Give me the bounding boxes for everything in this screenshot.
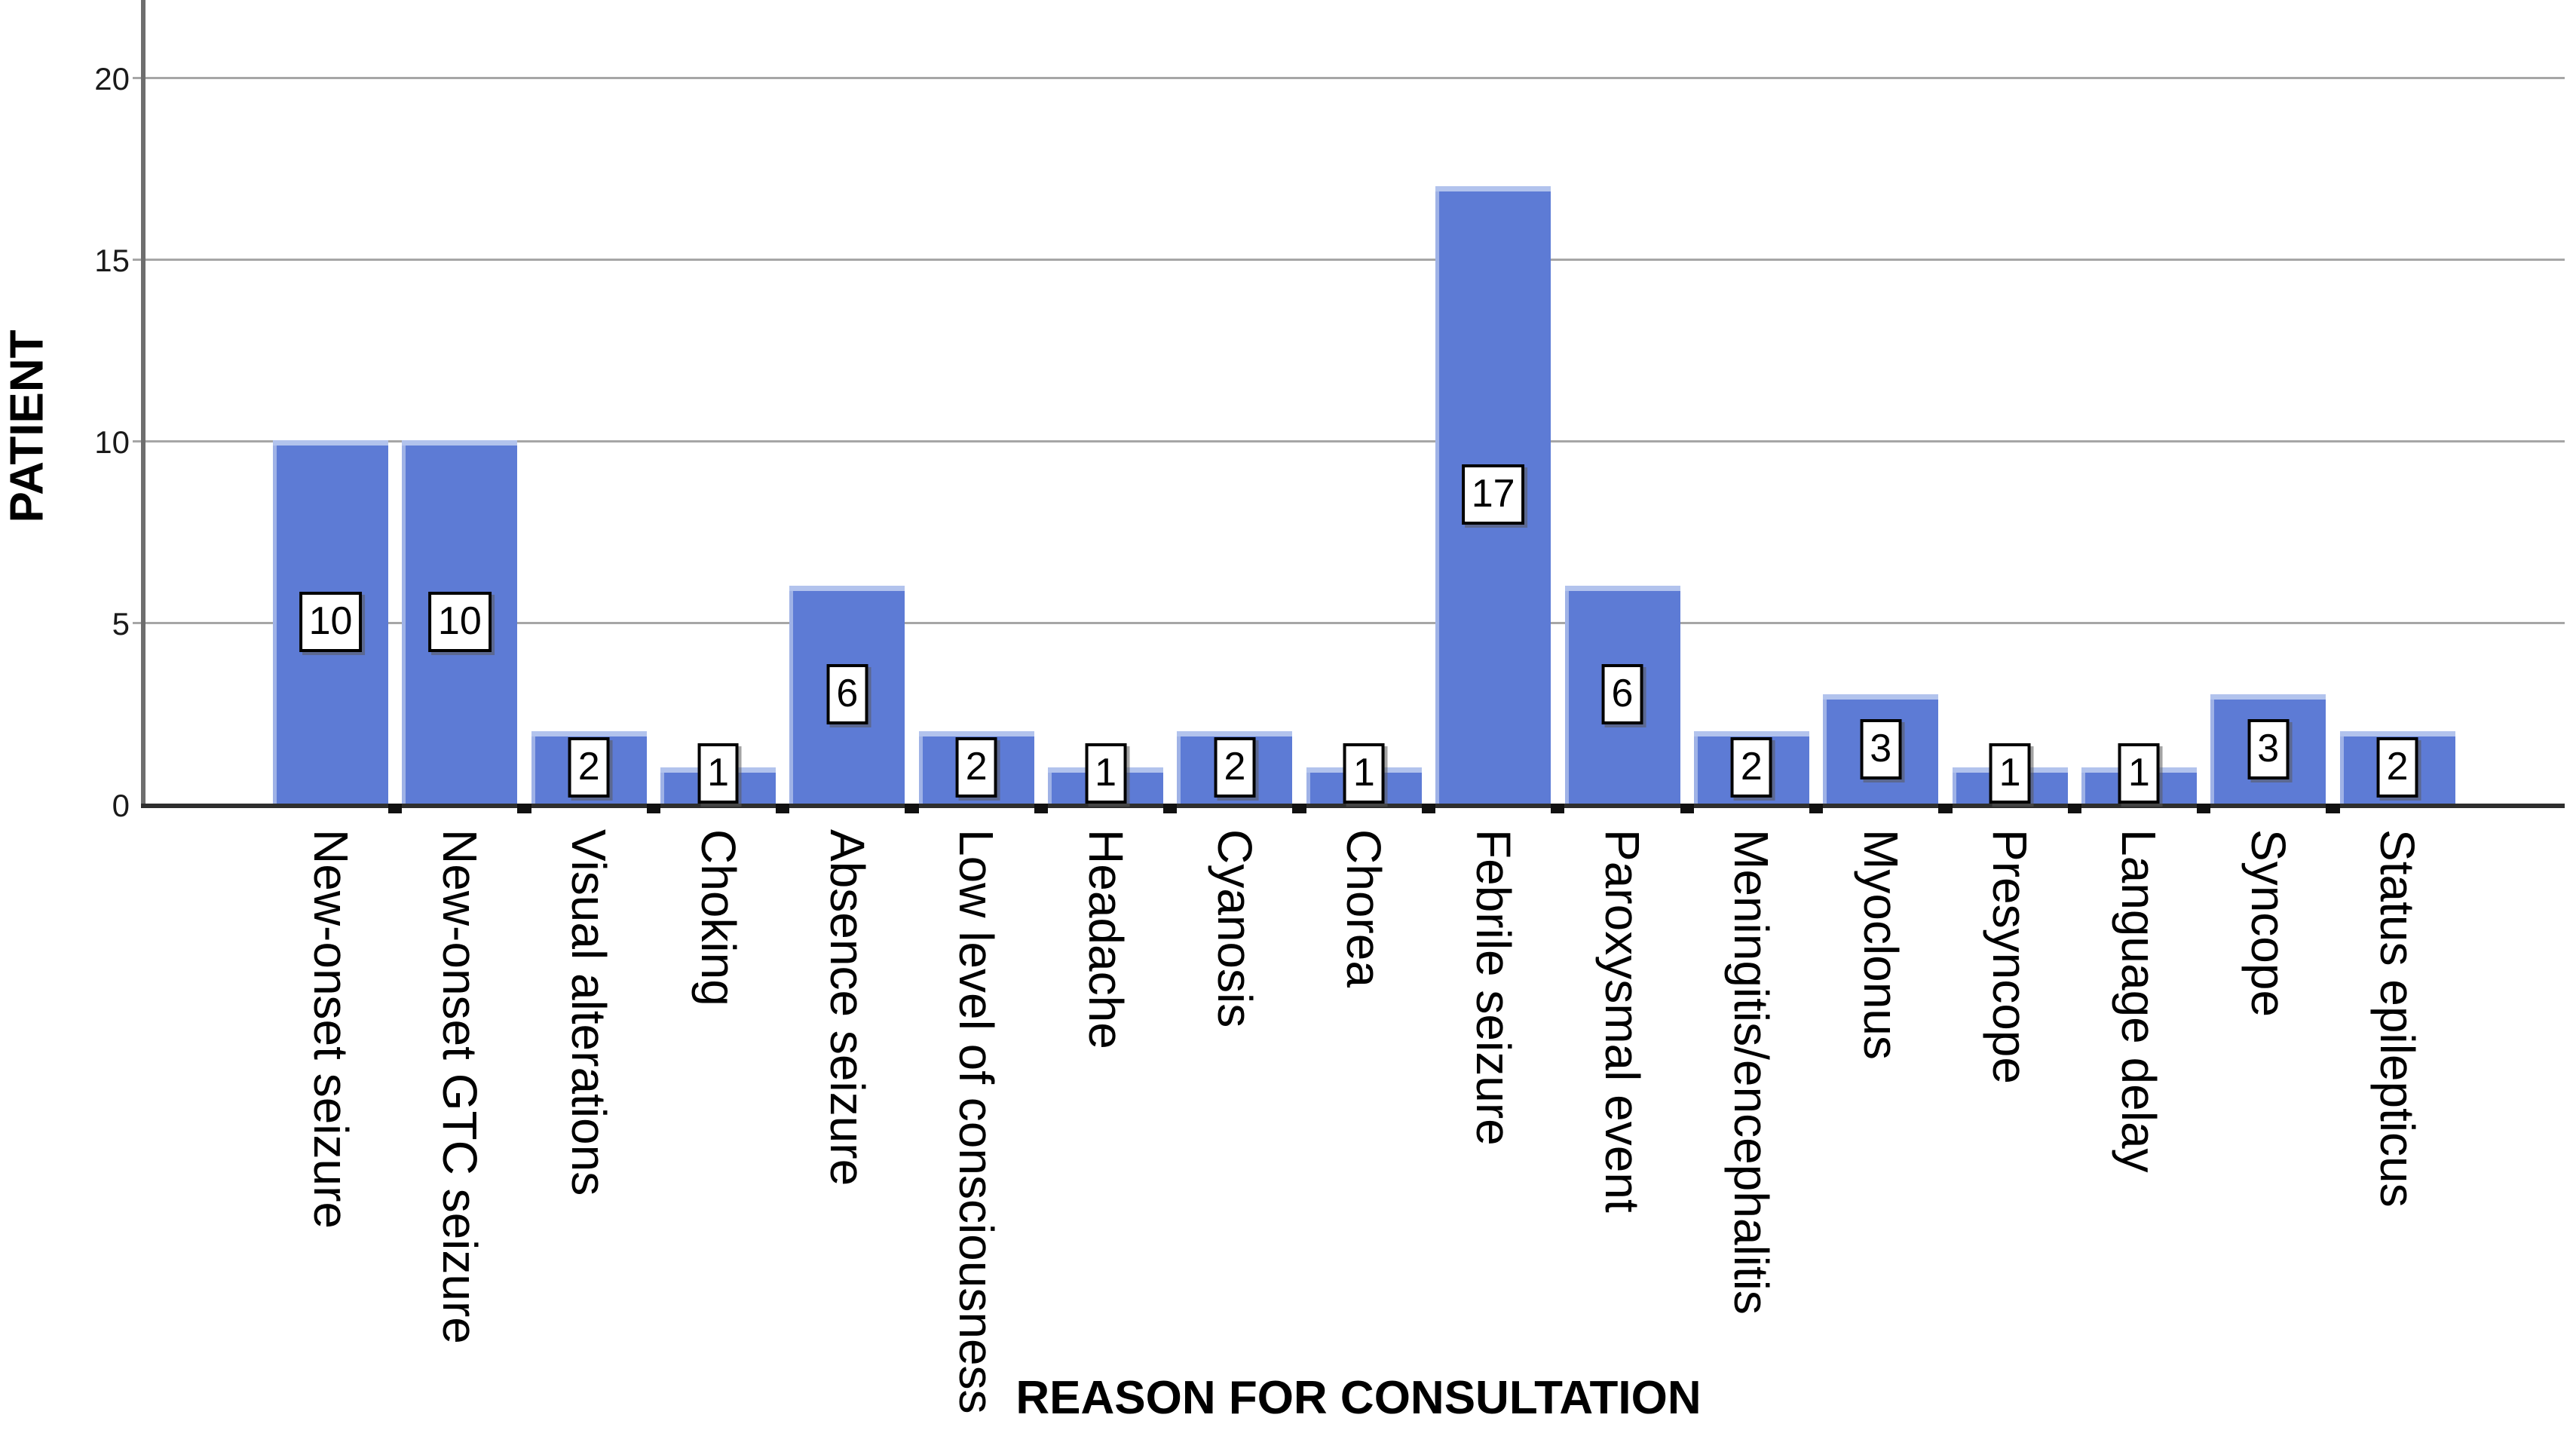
category-label-text: Visual alterations: [562, 829, 617, 1196]
bar-value-badge: 2: [1214, 736, 1256, 798]
category-label-text: Febrile seizure: [1466, 829, 1521, 1146]
category-label-text: Syncope: [2241, 829, 2296, 1018]
category-boundary-tick: [1809, 804, 1824, 813]
category-label-text: New-onset GTC seizure: [432, 829, 487, 1344]
category-boundary-tick: [1551, 804, 1565, 813]
category-label-text: Presyncope: [1983, 829, 2038, 1084]
category-boundary-tick: [1292, 804, 1306, 813]
category-boundary-tick: [776, 804, 790, 813]
bar-value-badge: 6: [1601, 664, 1643, 725]
y-axis-title-text: PATIENT: [1, 329, 54, 523]
category-boundary-tick: [2196, 804, 2211, 813]
y-tick-label: 0: [112, 788, 130, 823]
category-boundary-tick: [2067, 804, 2081, 813]
category-label-text: Headache: [1078, 829, 1133, 1049]
category-boundary-tick: [905, 804, 919, 813]
category-label-text: Paroxysmal event: [1595, 829, 1649, 1213]
category-boundary-tick: [1163, 804, 1178, 813]
bar-value-badge: 10: [299, 592, 363, 652]
bar-value-badge: 1: [1343, 743, 1385, 804]
bar-value-badge: 3: [1860, 718, 1902, 779]
bar-value-badge: 17: [1461, 464, 1525, 525]
category-boundary-tick: [2326, 804, 2340, 813]
bar-value-badge: 1: [697, 743, 740, 804]
x-axis-title: REASON FOR CONSULTATION: [1015, 1371, 1702, 1424]
y-tick-label: 20: [94, 61, 130, 96]
category-boundary-tick: [388, 804, 403, 813]
bar-value-badge: 6: [826, 664, 868, 725]
category-boundary-tick: [1938, 804, 1953, 813]
gridline: [133, 622, 2565, 624]
category-boundary-tick: [517, 804, 531, 813]
category-boundary-tick: [646, 804, 661, 813]
bar-value-badge: 1: [1085, 743, 1127, 804]
category-label-text: Choking: [691, 829, 746, 1006]
category-label-text: Language delay: [2112, 829, 2167, 1173]
category-label-text: Low level of consciousness: [949, 829, 1004, 1414]
bar-value-badge: 2: [1730, 736, 1772, 798]
y-tick-label: 10: [94, 424, 130, 460]
gridline: [133, 77, 2565, 79]
category-boundary-tick: [1034, 804, 1049, 813]
bar-value-badge: 10: [427, 592, 492, 652]
y-tick-label: 15: [94, 243, 130, 278]
y-axis-title: PATIENT: [0, 317, 54, 535]
bar-value-badge: 1: [2118, 743, 2160, 804]
category-boundary-tick: [1680, 804, 1694, 813]
bar-value-badge: 3: [2247, 718, 2290, 779]
category-label-text: Status epilepticus: [2370, 829, 2425, 1208]
gridline: [133, 259, 2565, 261]
bar-value-badge: 2: [568, 736, 610, 798]
category-label-text: Cyanosis: [1207, 829, 1262, 1028]
bar-value-badge: 2: [955, 736, 997, 798]
x-axis-line: [141, 804, 2565, 808]
bar-value-badge: 2: [2376, 736, 2418, 798]
bar-value-badge: 1: [1989, 743, 2031, 804]
y-tick-label: 5: [112, 606, 130, 642]
category-label-text: Chorea: [1337, 829, 1392, 988]
gridline: [133, 440, 2565, 442]
y-axis-line: [141, 0, 145, 808]
category-label-text: Meningitis/encephalitis: [1724, 829, 1779, 1315]
category-label-text: Absence seizure: [819, 829, 874, 1187]
category-label-text: New-onset seizure: [303, 829, 358, 1229]
category-label-text: Myoclonus: [1853, 829, 1908, 1060]
category-boundary-tick: [1421, 804, 1436, 813]
